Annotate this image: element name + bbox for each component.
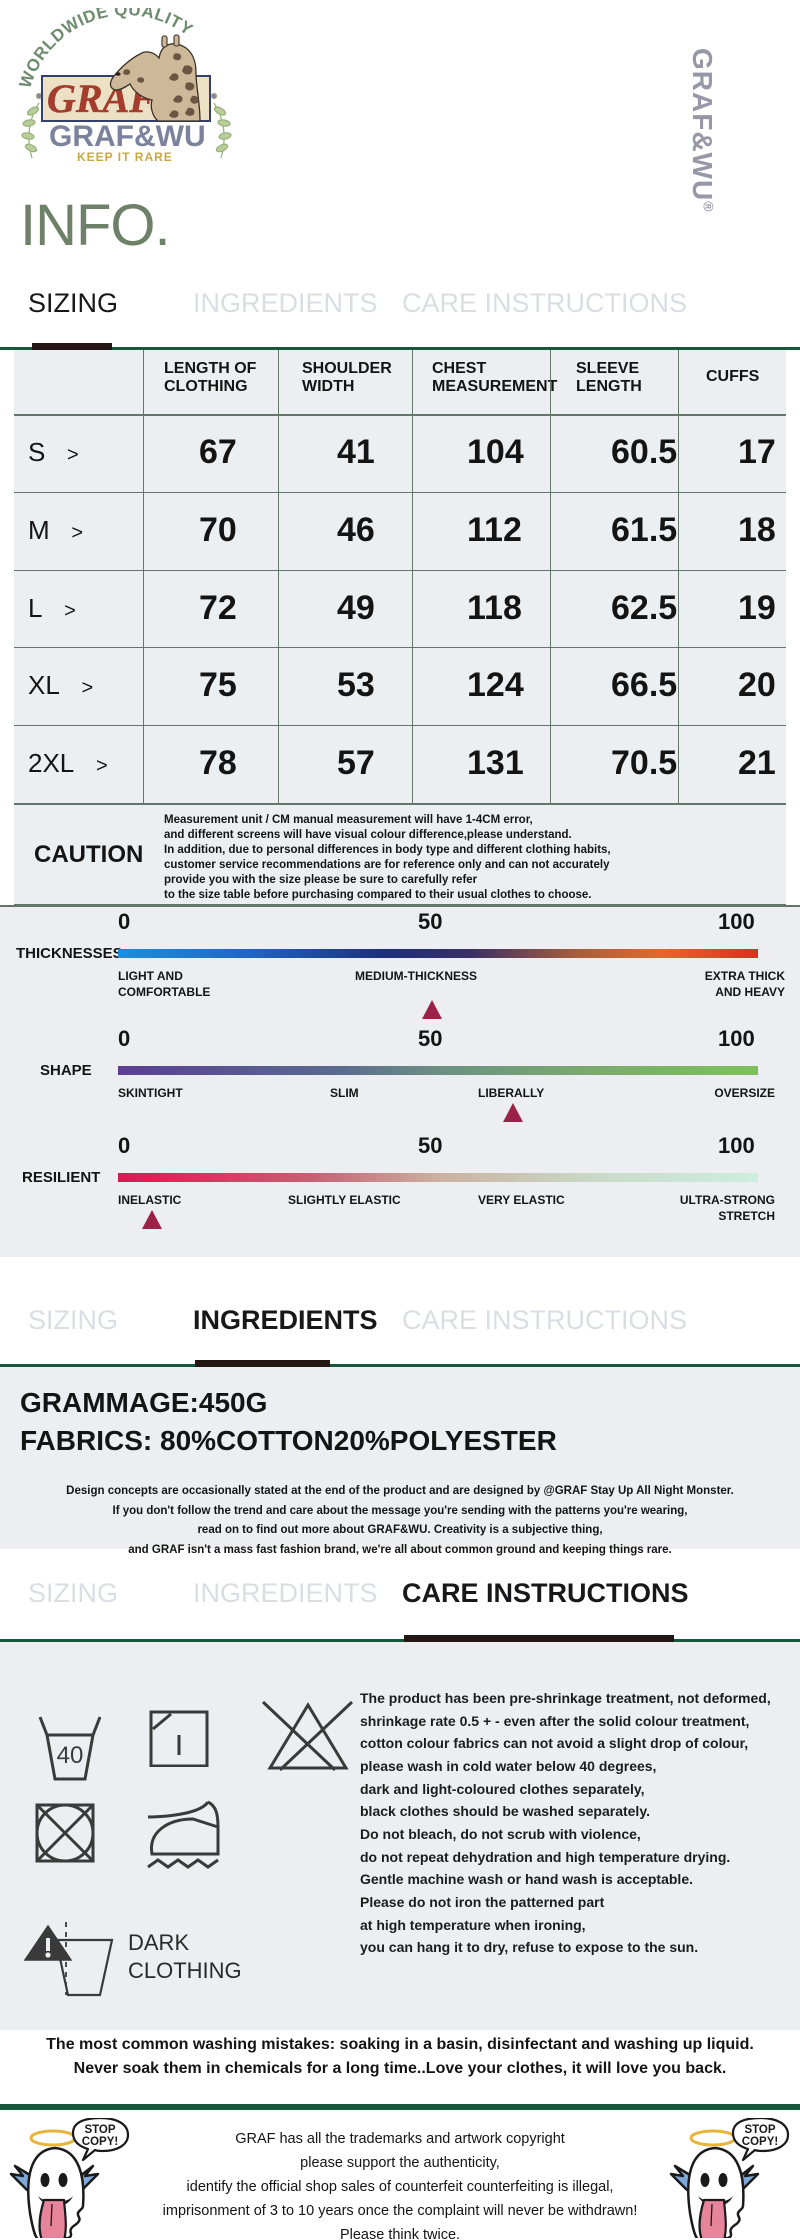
svg-text:STOP: STOP: [744, 2124, 775, 2136]
svg-text:DARK: DARK: [128, 1930, 189, 1955]
svg-text:COPY!: COPY!: [82, 2136, 118, 2148]
svg-text:40: 40: [57, 1742, 84, 1769]
svg-text:COPY!: COPY!: [742, 2136, 778, 2148]
svg-text:CLOTHING: CLOTHING: [128, 1958, 240, 1983]
svg-text:KEEP IT RARE: KEEP IT RARE: [77, 150, 173, 164]
svg-text:GRAF&WU: GRAF&WU: [49, 120, 206, 153]
svg-text:STOP: STOP: [84, 2124, 115, 2136]
